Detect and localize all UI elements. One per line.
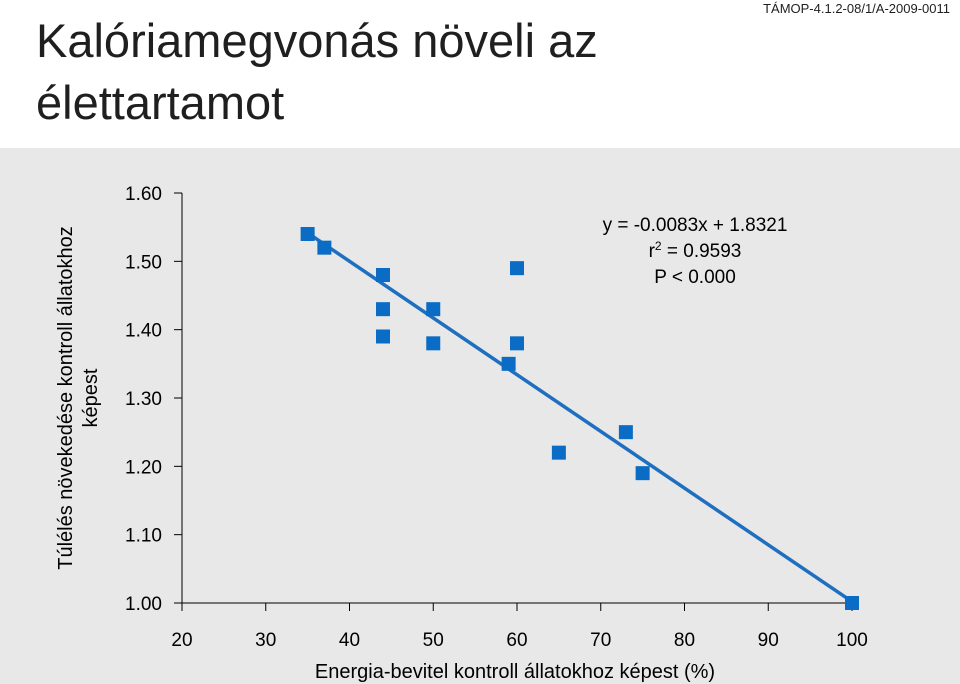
y-tick-label: 1.50 xyxy=(125,252,162,273)
x-tick-label: 90 xyxy=(758,630,779,651)
data-point xyxy=(618,425,633,440)
x-axis-label: Energia-bevitel kontroll állatokhoz képe… xyxy=(315,661,715,683)
data-point xyxy=(845,596,859,610)
data-point xyxy=(376,268,390,282)
y-tick-label: 1.10 xyxy=(125,526,162,547)
x-tick-label: 50 xyxy=(423,630,444,651)
p-value-label: P < 0.000 xyxy=(654,267,736,288)
data-point xyxy=(376,329,390,344)
data-point xyxy=(510,336,524,351)
x-tick-label: 80 xyxy=(674,630,695,651)
y-tick-label: 1.40 xyxy=(125,321,162,342)
regression-equation: y = -0.0083x + 1.8321 xyxy=(603,215,788,236)
data-point xyxy=(426,302,441,317)
data-point xyxy=(501,356,516,371)
y-axis-label-line-1: Túlélés növekedése kontroll állatokhoz xyxy=(55,226,77,570)
x-tick-label: 30 xyxy=(255,630,276,651)
y-tick-label: 1.20 xyxy=(125,457,162,478)
data-point xyxy=(551,445,566,460)
project-code: TÁMOP-4.1.2-08/1/A-2009-0011 xyxy=(763,1,950,16)
x-tick-label: 40 xyxy=(339,630,360,651)
data-point xyxy=(426,336,441,351)
regression-line xyxy=(306,231,853,604)
y-axis-ticks: 1.60 1.50 1.40 1.30 1.20 1.10 1.00 xyxy=(125,184,182,615)
x-axis-ticks: 20 30 40 50 60 70 80 90 100 xyxy=(171,603,868,651)
data-point xyxy=(635,466,650,481)
y-tick-label: 1.60 xyxy=(125,184,162,205)
data-point xyxy=(376,302,390,317)
x-tick-label: 70 xyxy=(590,630,611,651)
data-point xyxy=(300,227,315,241)
y-tick-label: 1.00 xyxy=(125,594,162,615)
y-axis-label-line-2: képest xyxy=(80,368,102,427)
data-point xyxy=(510,261,524,276)
data-point xyxy=(317,240,332,255)
chart-panel xyxy=(0,148,960,684)
page-title: Kalóriamegvonás növeli az élettartamot xyxy=(36,10,598,134)
x-tick-label: 60 xyxy=(506,630,527,651)
data-points xyxy=(300,227,859,610)
r-squared-label: r2 = 0.9593 xyxy=(649,239,742,262)
title-line-2: élettartamot xyxy=(36,76,285,129)
x-tick-label: 20 xyxy=(171,630,192,651)
y-tick-label: 1.30 xyxy=(125,389,162,410)
x-tick-label: 100 xyxy=(836,630,868,651)
title-line-1: Kalóriamegvonás növeli az xyxy=(36,14,598,67)
